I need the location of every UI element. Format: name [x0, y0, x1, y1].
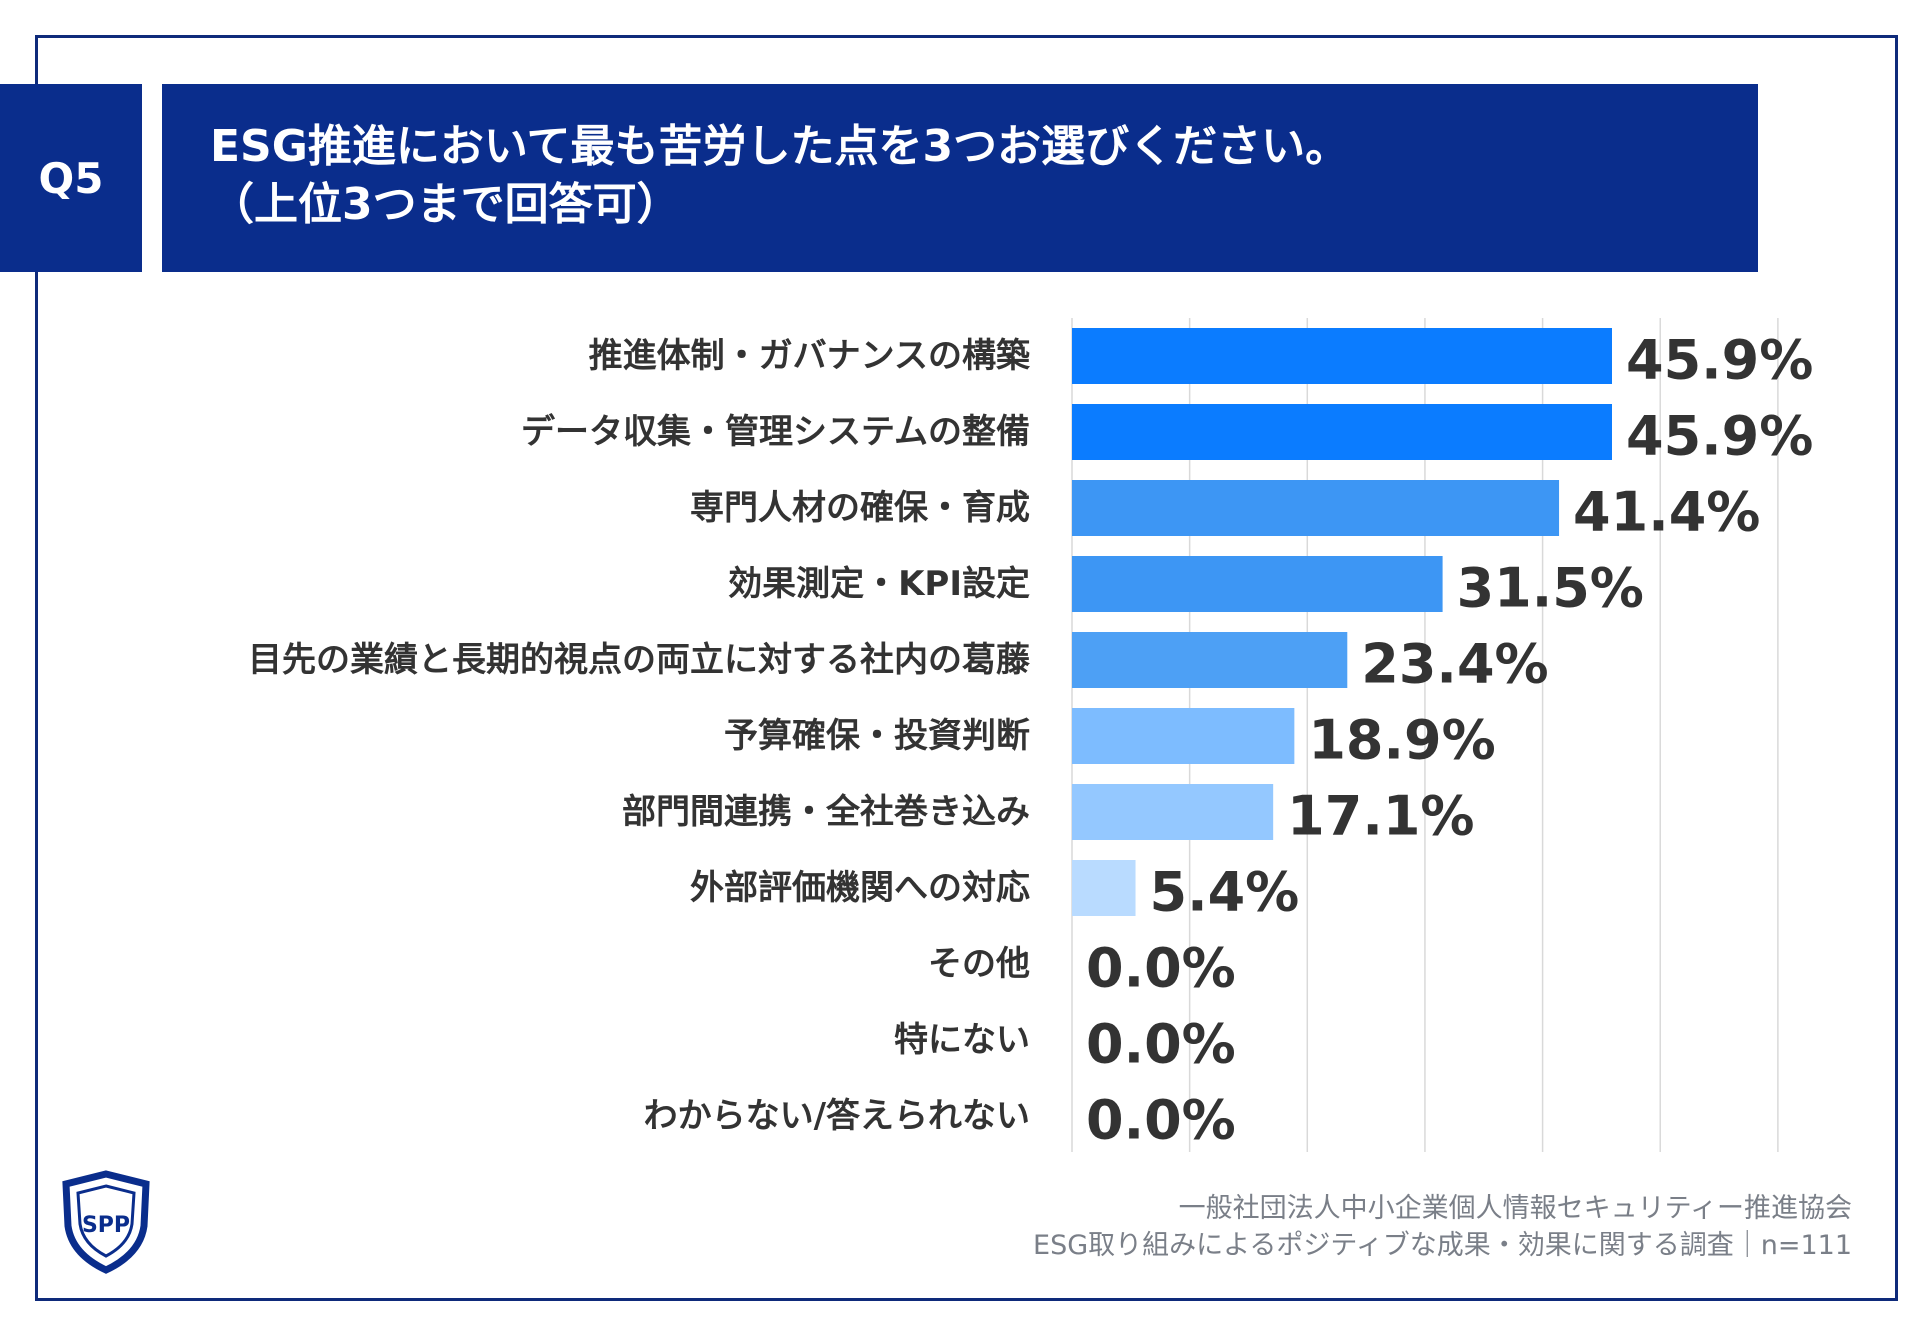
value-label: 17.1%: [1287, 785, 1474, 848]
outer-frame: [35, 35, 1898, 1301]
value-label: 0.0%: [1086, 1089, 1236, 1152]
value-label: 0.0%: [1086, 1013, 1236, 1076]
category-label: データ収集・管理システムの整備: [521, 412, 1030, 452]
bar: [1072, 708, 1295, 764]
category-label: 外部評価機関への対応: [690, 868, 1030, 908]
bar: [1072, 632, 1348, 688]
value-label: 23.4%: [1361, 633, 1548, 696]
footer: 一般社団法人中小企業個人情報セキュリティー推進協会 ESG取り組みによるポジティ…: [1033, 1190, 1852, 1264]
category-label: 推進体制・ガバナンスの構築: [589, 336, 1031, 376]
question-text-line1: ESG推進において最も苦労した点を3つお選びください。: [210, 121, 1350, 172]
category-label: 効果測定・KPI設定: [728, 564, 1030, 604]
logo-text: SPP: [82, 1213, 130, 1238]
bar: [1072, 784, 1274, 840]
category-label: わからない/答えられない: [644, 1096, 1030, 1136]
question-text-line2: （上位3つまで回答可）: [210, 179, 681, 230]
spp-shield-logo-icon: SPP: [62, 1170, 150, 1274]
bar: [1072, 404, 1612, 460]
category-label: 目先の業績と長期的視点の両立に対する社内の葛藤: [248, 640, 1030, 680]
value-label: 41.4%: [1573, 481, 1760, 544]
question-number: Q5: [38, 153, 104, 203]
category-label: 専門人材の確保・育成: [690, 488, 1030, 528]
value-label: 31.5%: [1457, 557, 1644, 620]
value-label: 0.0%: [1086, 937, 1236, 1000]
bar: [1072, 480, 1560, 536]
value-label: 45.9%: [1626, 405, 1813, 468]
value-label: 18.9%: [1308, 709, 1495, 772]
category-label: 部門間連携・全社巻き込み: [622, 792, 1030, 832]
category-label: その他: [928, 944, 1030, 984]
bar: [1072, 556, 1443, 612]
bar: [1072, 328, 1612, 384]
footer-organization: 一般社団法人中小企業個人情報セキュリティー推進協会: [1178, 1193, 1852, 1224]
bar: [1072, 860, 1136, 916]
category-label: 予算確保・投資判断: [724, 716, 1030, 756]
value-label: 45.9%: [1626, 329, 1813, 392]
footer-survey-info: ESG取り組みによるポジティブな成果・効果に関する調査｜n=111: [1033, 1230, 1852, 1261]
category-label: 特にない: [894, 1020, 1030, 1060]
question-header: ESG推進において最も苦労した点を3つお選びください。 （上位3つまで回答可）: [162, 84, 1758, 272]
value-label: 5.4%: [1150, 861, 1300, 924]
question-number-badge: Q5: [0, 84, 142, 272]
